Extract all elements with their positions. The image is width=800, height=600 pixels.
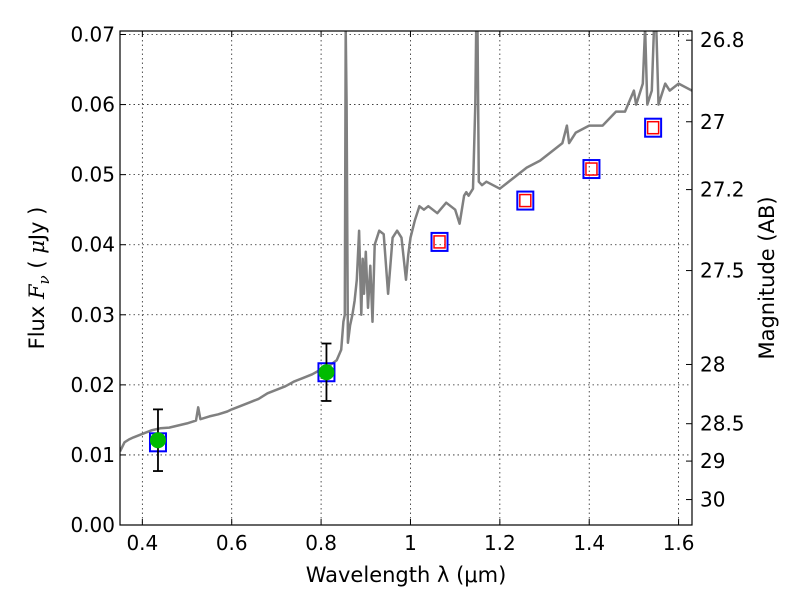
model-photometry-point [430, 231, 449, 252]
y2-tick-labels: 26.8 27 27.2 27.5 28 28.5 29 30 [700, 28, 745, 511]
y-axis-title-mu: μ [25, 240, 49, 254]
plot-frame [119, 30, 693, 526]
y-axis-title: Flux Fν ( μJy ) [25, 207, 53, 350]
y2-tick-label: 29 [700, 449, 725, 473]
y-axis-title-mid: ( [25, 254, 49, 276]
y-tick-label: 0.04 [70, 233, 115, 257]
x-tick-label: 0.6 [216, 531, 248, 555]
x-tick-label: 0.4 [126, 531, 158, 555]
y-tick-label: 0.05 [70, 163, 115, 187]
y2-tick-label: 30 [700, 488, 725, 512]
y2-tick-label: 26.8 [700, 28, 745, 52]
model-photometry-point [644, 117, 663, 138]
observed-detection-point [149, 432, 166, 449]
x-tick-label: 1.2 [484, 531, 516, 555]
x-tick-label: 1.6 [663, 531, 695, 555]
y-tick-label: 0.06 [70, 93, 115, 117]
model-photometry-point [516, 190, 535, 211]
y-tick-label: 0.03 [70, 303, 115, 327]
y-axis-title-sub: ν [35, 275, 53, 284]
x-tick-labels: 0.4 0.6 0.8 1 1.2 1.4 1.6 [126, 531, 694, 555]
observed-detection-point [318, 364, 335, 381]
upper-limit-point [646, 120, 660, 135]
grid [120, 31, 692, 525]
y-tick-label: 0.07 [70, 23, 115, 47]
x-tick-label: 0.8 [305, 531, 337, 555]
x-tick-label: 1 [404, 531, 417, 555]
y2-tick-label: 28 [700, 352, 725, 376]
y-axis-title-var: F [25, 283, 49, 300]
y2-tick-label: 27 [700, 110, 725, 134]
y2-tick-label: 28.5 [700, 412, 745, 436]
model-spectrum-line [120, 31, 692, 452]
y-tick-labels: 0.00 0.01 0.02 0.03 0.04 0.05 0.06 0.07 [70, 23, 115, 537]
model-photometry-point [582, 159, 601, 180]
upper-limit-point [433, 235, 446, 249]
y-tick-label: 0.00 [70, 513, 115, 537]
y-tick-label: 0.01 [70, 443, 115, 467]
y-tick-label: 0.02 [70, 373, 115, 397]
ticks [120, 31, 692, 526]
y-axis-title-prefix: Flux [25, 299, 49, 349]
x-tick-label: 1.4 [573, 531, 605, 555]
y-axis-title-unit: Jy ) [25, 207, 49, 243]
y2-axis-title: Magnitude (AB) [755, 196, 779, 359]
y2-tick-label: 27.5 [700, 259, 745, 283]
x-axis-title: Wavelength λ (μm) [306, 563, 507, 587]
y2-tick-label: 27.2 [700, 178, 745, 202]
upper-limit-point [585, 162, 598, 176]
markers-layer [148, 117, 663, 472]
upper-limit-point [519, 193, 532, 208]
series-layer [120, 31, 692, 452]
